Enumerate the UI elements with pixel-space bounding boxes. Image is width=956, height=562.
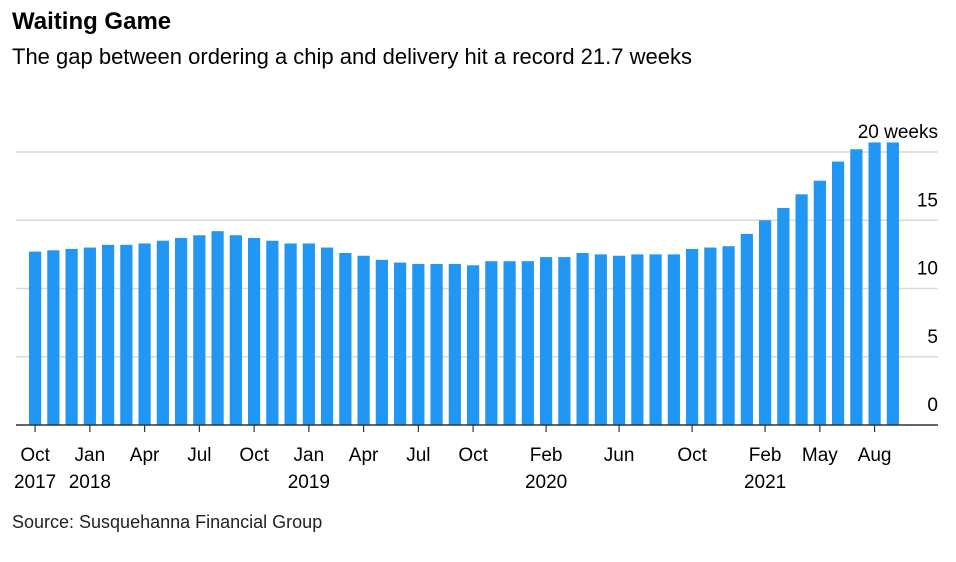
bar [211, 231, 224, 425]
x-tick-label: Feb [530, 445, 563, 466]
bar [412, 263, 425, 425]
bar [448, 263, 461, 425]
x-tick-label: Feb [749, 445, 782, 466]
bar [339, 253, 352, 425]
bar [193, 235, 206, 425]
bar [722, 246, 735, 425]
x-tick-year-label: 2018 [69, 472, 111, 493]
bar [631, 254, 644, 425]
bar [576, 253, 589, 425]
bar [521, 261, 534, 425]
bar [704, 247, 717, 425]
bar [795, 194, 808, 425]
bar [503, 261, 516, 425]
bar [156, 240, 169, 425]
bar [813, 180, 826, 425]
y-tick-label: 20 weeks [858, 122, 938, 143]
bar [120, 244, 133, 425]
bar [613, 255, 626, 425]
bar [394, 262, 407, 425]
bar [594, 254, 607, 425]
y-tick-label: 5 [927, 327, 938, 348]
x-tick-label: Jan [294, 445, 325, 466]
bar [229, 235, 242, 425]
x-tick-label: Apr [349, 445, 379, 466]
bar [248, 237, 261, 425]
y-tick-label: 10 [917, 259, 938, 280]
bar [357, 255, 370, 425]
bar [832, 161, 845, 425]
bar [759, 220, 772, 425]
bar [175, 237, 188, 425]
x-tick-label: Aug [858, 445, 892, 466]
y-axis-labels: 0 5 10 15 20 weeks [858, 122, 938, 416]
bar [558, 257, 571, 425]
x-tick-label: Oct [458, 445, 488, 466]
bar [102, 244, 115, 425]
x-tick-label: May [802, 445, 838, 466]
x-tick-year-label: 2020 [525, 472, 567, 493]
source-note: Source: Susquehanna Financial Group [12, 512, 323, 532]
bar [65, 248, 78, 425]
bar [868, 142, 881, 425]
bar [83, 247, 96, 425]
bar [302, 243, 315, 425]
bar [850, 149, 863, 425]
bar [266, 240, 279, 425]
bar [686, 248, 699, 425]
bar [649, 254, 662, 425]
bar [886, 142, 899, 425]
bar [540, 257, 553, 425]
y-tick-label: 15 [917, 190, 938, 211]
bar [47, 250, 60, 425]
x-tick-year-label: 2021 [744, 472, 786, 493]
x-axis-labels: Oct 2017 Jan 2018 Apr Jul Oct Jan 2019 Apr Jul Oct F… [14, 445, 892, 493]
bar [29, 251, 42, 425]
bar [740, 233, 753, 425]
x-tick-label: Oct [20, 445, 50, 466]
bar [485, 261, 498, 425]
bar [777, 207, 790, 425]
y-tick-label: 0 [927, 395, 938, 416]
bar [667, 254, 680, 425]
x-tick-label: Jun [604, 445, 635, 466]
chart-title: Waiting Game [12, 8, 172, 35]
x-tick-label: Jan [75, 445, 106, 466]
bar [321, 247, 334, 425]
x-tick-label: Apr [130, 445, 160, 466]
bar [284, 243, 297, 425]
x-tick-label: Jul [406, 445, 430, 466]
x-tick-label: Jul [187, 445, 211, 466]
bar [467, 265, 480, 425]
bar [430, 263, 443, 425]
bar [375, 259, 388, 425]
x-tick-label: Oct [677, 445, 707, 466]
bar [138, 243, 151, 425]
bars [29, 142, 899, 425]
x-axis [16, 424, 938, 432]
chart-subtitle: The gap between ordering a chip and deli… [12, 44, 692, 69]
x-tick-year-label: 2017 [14, 472, 56, 493]
x-tick-year-label: 2019 [288, 472, 330, 493]
x-tick-label: Oct [239, 445, 269, 466]
